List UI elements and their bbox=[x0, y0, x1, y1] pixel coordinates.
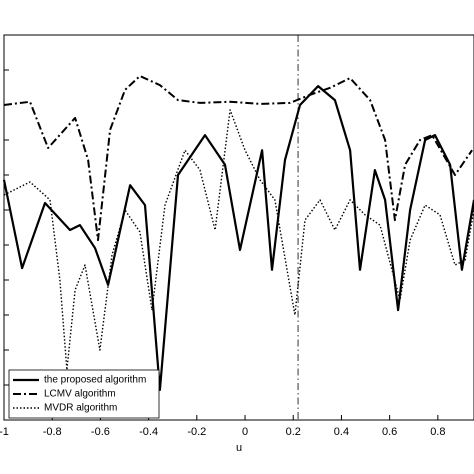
plot-frame bbox=[3, 34, 474, 421]
x-tick-label: 0 bbox=[242, 426, 248, 438]
x-tick-label: -0.4 bbox=[139, 426, 158, 438]
x-tick-label: -0.2 bbox=[187, 426, 206, 438]
x-tick-label: 0.8 bbox=[430, 426, 445, 438]
x-axis-label: u bbox=[236, 442, 242, 454]
x-tick-label: 0.6 bbox=[382, 426, 397, 438]
series-line bbox=[2, 85, 474, 391]
x-tick-label: 0.4 bbox=[334, 426, 349, 438]
x-tick-label: -1 bbox=[0, 426, 9, 438]
series-line bbox=[3, 109, 474, 371]
x-tick-label: 0.2 bbox=[286, 426, 301, 438]
x-tick-label: -0.6 bbox=[91, 426, 110, 438]
series-line bbox=[3, 75, 473, 242]
legend-label: MVDR algorithm bbox=[44, 403, 117, 414]
x-tick-label: -0.8 bbox=[43, 426, 62, 438]
legend-label: LCMV algorithm bbox=[44, 389, 116, 400]
legend-label: the proposed algorithm bbox=[44, 375, 146, 386]
